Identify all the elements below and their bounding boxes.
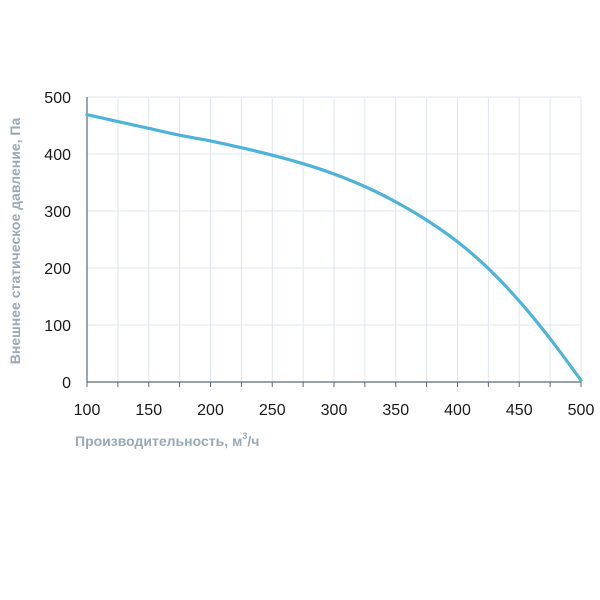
y-axis-title: Внешнее статическое давление, Па: [7, 118, 23, 365]
x-tick-label: 300: [321, 402, 348, 419]
x-tick-label: 250: [259, 402, 286, 419]
x-tick-label: 150: [135, 402, 162, 419]
y-tick-labels: 0 100 200 300 400 500: [44, 90, 71, 392]
x-axis-title: Производительность, м3/ч: [75, 431, 259, 449]
y-tick-label: 0: [62, 375, 71, 392]
grid: [87, 96, 582, 382]
x-tick-labels: 100 150 200 250 300 350 400 450 500: [74, 402, 595, 419]
y-tick-label: 300: [44, 204, 71, 221]
x-tick-label: 500: [568, 402, 595, 419]
x-tick-label: 100: [74, 402, 101, 419]
x-axis-title-unit: /ч: [247, 433, 259, 449]
x-axis-title-superscript: 3: [242, 431, 247, 441]
y-tick-label: 400: [44, 147, 71, 164]
x-tick-label: 200: [197, 402, 224, 419]
series-line: [85, 113, 583, 382]
y-tick-label: 100: [44, 318, 71, 335]
y-tick-label: 200: [44, 261, 71, 278]
x-tick-label: 450: [506, 402, 533, 419]
axes: [86, 97, 582, 387]
y-tick-label: 500: [44, 90, 71, 107]
x-tick-label: 350: [382, 402, 409, 419]
x-tick-label: 400: [444, 402, 471, 419]
series: [85, 113, 583, 382]
